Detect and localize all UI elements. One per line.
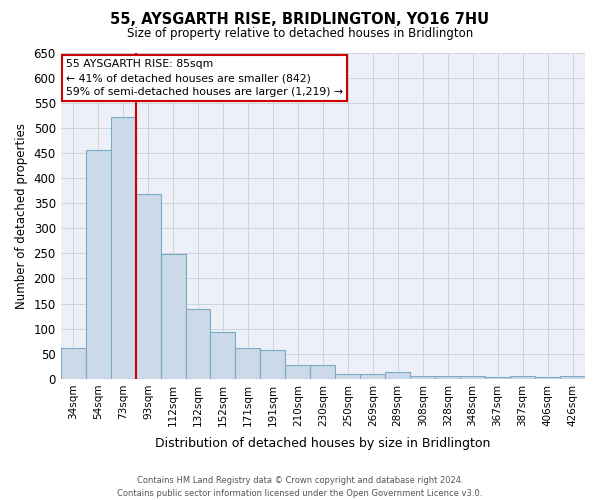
Bar — [185, 308, 211, 379]
Text: Size of property relative to detached houses in Bridlington: Size of property relative to detached ho… — [127, 28, 473, 40]
Bar — [310, 366, 335, 379]
Bar — [510, 376, 535, 379]
Text: Contains HM Land Registry data © Crown copyright and database right 2024.
Contai: Contains HM Land Registry data © Crown c… — [118, 476, 482, 498]
Bar — [110, 118, 136, 379]
Bar — [161, 254, 185, 379]
Bar — [360, 374, 385, 379]
Bar — [560, 376, 585, 379]
Bar — [86, 150, 110, 379]
Y-axis label: Number of detached properties: Number of detached properties — [15, 122, 28, 308]
Bar — [61, 348, 86, 379]
Bar — [286, 366, 310, 379]
Bar — [235, 348, 260, 379]
Text: 55 AYSGARTH RISE: 85sqm
← 41% of detached houses are smaller (842)
59% of semi-d: 55 AYSGARTH RISE: 85sqm ← 41% of detache… — [66, 59, 343, 97]
Bar — [435, 376, 460, 379]
Bar — [335, 374, 360, 379]
Bar — [410, 376, 435, 379]
X-axis label: Distribution of detached houses by size in Bridlington: Distribution of detached houses by size … — [155, 437, 491, 450]
Bar — [460, 376, 485, 379]
Bar — [385, 372, 410, 379]
Bar — [485, 378, 510, 379]
Bar — [136, 194, 161, 379]
Bar — [211, 332, 235, 379]
Text: 55, AYSGARTH RISE, BRIDLINGTON, YO16 7HU: 55, AYSGARTH RISE, BRIDLINGTON, YO16 7HU — [110, 12, 490, 28]
Bar — [260, 350, 286, 379]
Bar — [535, 378, 560, 379]
